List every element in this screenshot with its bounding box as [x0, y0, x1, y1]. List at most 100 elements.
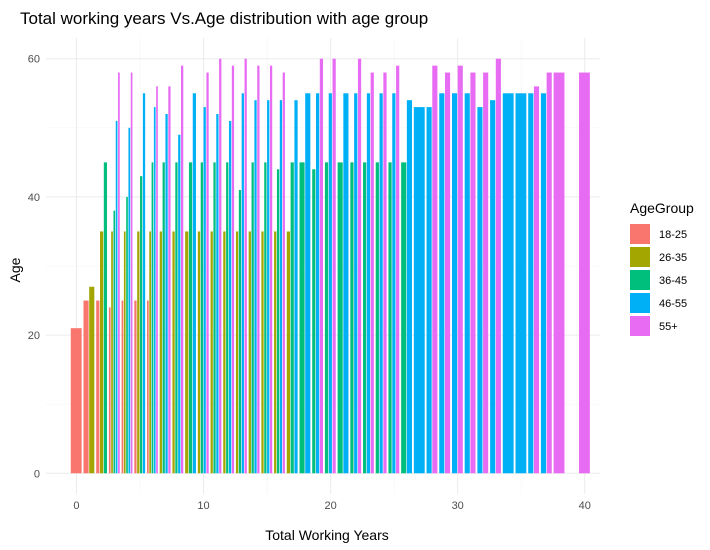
bar-18-25-x6	[147, 300, 149, 474]
bar-18-25-x2	[96, 300, 100, 474]
legend-label: 55+	[659, 321, 678, 333]
bar-46-55-x5	[142, 93, 146, 474]
legend-key-46-55	[630, 293, 650, 313]
bar-55plus-x37	[546, 72, 552, 474]
bar-55plus-x22	[357, 58, 362, 474]
bar-46-55-x21	[343, 93, 349, 474]
bar-46-55-x35	[515, 93, 527, 474]
bar-36-45-x4	[126, 196, 128, 474]
legend-label: 26-35	[659, 252, 687, 264]
bar-18-25-x3	[108, 307, 111, 474]
bar-46-55-x22	[354, 93, 358, 474]
bar-36-45-x18	[299, 162, 305, 474]
bar-46-55-x14	[254, 100, 257, 474]
legend-label: 18-25	[659, 229, 687, 241]
y-tick-label: 20	[28, 330, 40, 342]
bar-46-55-x12	[228, 120, 232, 474]
bar-26-35-x13	[235, 231, 239, 474]
bar-55plus-x32	[483, 72, 489, 474]
bar-55plus-x8	[181, 65, 184, 474]
bar-46-55-x29	[439, 93, 445, 474]
bar-55plus-x12	[231, 65, 235, 474]
bar-55plus-x16	[282, 72, 285, 474]
bar-46-55-x30	[451, 93, 458, 474]
bar-55plus-x7	[168, 86, 171, 474]
bar-36-45-x24	[375, 162, 379, 474]
x-tick-label: 20	[324, 500, 336, 512]
bar-46-55-x15	[267, 100, 270, 474]
legend-label: 36-45	[659, 275, 687, 287]
bar-26-35-x16	[274, 231, 277, 474]
bar-46-55-x25	[392, 93, 396, 474]
x-axis-title: Total Working Years	[265, 527, 388, 543]
bar-46-55-x31	[464, 93, 470, 474]
bar-46-55-x19	[316, 93, 320, 474]
legend-title: AgeGroup	[630, 200, 694, 216]
bar-36-45-x23	[363, 162, 367, 474]
bar-55plus-x11	[219, 58, 222, 474]
legend-key-26-35	[630, 247, 650, 267]
bar-36-45-x13	[238, 190, 242, 474]
bar-18-25-x1	[83, 300, 89, 474]
bar-55plus-x20	[332, 58, 336, 474]
bar-26-35-x3	[111, 231, 113, 474]
bar-36-45-x2	[103, 162, 108, 474]
bar-46-55-x8	[178, 134, 181, 474]
bar-55plus-x24	[383, 72, 387, 474]
bar-36-45-x5	[140, 176, 143, 474]
bar-55plus-x36	[533, 86, 540, 474]
bar-55plus-x6	[156, 86, 158, 474]
bar-26-35-x11	[210, 231, 213, 474]
bar-55plus-x33	[495, 58, 501, 474]
bar-26-35-x8	[172, 231, 175, 474]
bar-46-55-x13	[241, 93, 244, 474]
bar-36-45-x19	[312, 169, 316, 474]
x-axis-ticks: 0 10 20 30 40	[73, 500, 590, 512]
bar-55plus-x25	[396, 65, 400, 474]
bar-26-35-x10	[197, 231, 201, 474]
bar-26-35-x7	[159, 231, 162, 474]
bar-26-35-x17	[286, 231, 290, 474]
bar-36-45-x12	[226, 162, 229, 474]
bar-55plus-x4	[130, 72, 133, 474]
bar-46-55-x18	[305, 93, 311, 474]
y-tick-label: 60	[28, 54, 40, 66]
bar-55plus-x38	[553, 72, 565, 474]
bar-26-35-x5	[137, 231, 140, 474]
bar-36-45-x9	[188, 162, 193, 474]
bar-46-55-x23	[366, 93, 371, 474]
bar-26-35-x12	[223, 231, 226, 474]
bar-46-55-x37	[540, 93, 547, 474]
bar-36-45-x7	[162, 162, 165, 474]
legend-key-18-25	[630, 224, 650, 244]
bar-46-55-x16	[279, 100, 283, 474]
x-tick-label: 0	[73, 500, 79, 512]
bar-55plus-x31	[470, 72, 476, 474]
legend-label: 46-55	[659, 298, 687, 310]
bar-46-55-x10	[203, 107, 206, 474]
bar-26-35-x1	[89, 286, 95, 474]
bar-55plus-x19	[319, 58, 324, 474]
bar-18-25-x0	[70, 328, 82, 474]
bar-46-55-x20	[328, 93, 332, 474]
chart-title: Total working years Vs.Age distribution …	[20, 9, 428, 28]
y-tick-label: 0	[34, 468, 40, 480]
bar-46-55-x28	[426, 107, 432, 474]
bar-46-55-x17	[294, 100, 298, 474]
bar-46-55-x6	[153, 107, 156, 474]
bar-55plus-x28	[432, 65, 438, 474]
bar-55plus-x13	[244, 58, 247, 474]
bar-36-45-x22	[350, 162, 354, 474]
bar-36-45-x11	[213, 162, 216, 474]
bar-46-55-x24	[379, 93, 383, 474]
bar-18-25-x5	[134, 300, 137, 474]
bar-46-55-x9	[192, 93, 196, 474]
bar-46-55-x27	[413, 107, 425, 474]
legend-key-36-45	[630, 270, 650, 290]
y-tick-label: 40	[28, 192, 40, 204]
bar-46-55-x7	[165, 114, 168, 474]
bar-26-35-x4	[123, 231, 126, 474]
legend: AgeGroup 18-25 26-35 36-45 46-55 55+	[630, 200, 694, 336]
bar-26-35-x9	[185, 231, 189, 474]
